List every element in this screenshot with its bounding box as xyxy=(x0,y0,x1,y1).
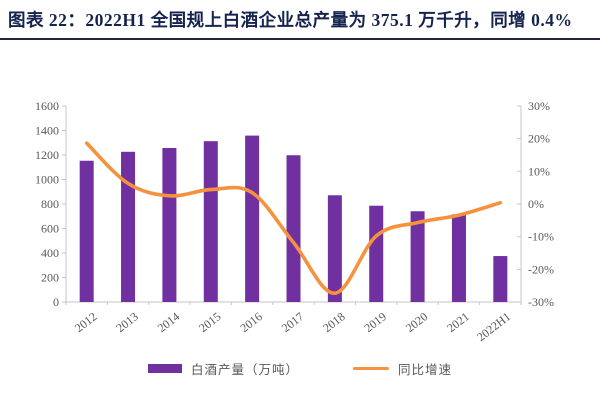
x-tick-label: 2014 xyxy=(155,309,183,335)
y-left-tick-label: 600 xyxy=(41,222,59,236)
legend-item-growth: 同比增速 xyxy=(353,359,452,378)
x-tick-label: 2017 xyxy=(279,309,307,335)
y-right-tick-label: 30% xyxy=(528,99,550,113)
y-left-tick-label: 200 xyxy=(41,271,59,285)
bar-2013 xyxy=(121,151,136,302)
bar-2014 xyxy=(162,148,177,302)
x-tick-label: 2012 xyxy=(72,309,100,335)
bar-2020 xyxy=(410,211,425,302)
bar-legend-swatch xyxy=(147,364,182,373)
bar-2018 xyxy=(327,195,342,302)
y-right-tick-label: 0% xyxy=(528,197,544,211)
line-legend-swatch xyxy=(353,366,389,371)
x-tick-label: 2020 xyxy=(403,309,431,335)
x-tick-label: 2021 xyxy=(444,309,472,335)
chart-header: 图表 22：2022H1 全国规上白酒企业总产量为 375.1 万千升，同增 0… xyxy=(0,0,600,41)
bar-2019 xyxy=(369,205,384,302)
y-left-tick-label: 1400 xyxy=(35,124,59,138)
y-right-tick-label: -20% xyxy=(528,262,554,276)
bar-legend-label: 白酒产量（万吨） xyxy=(190,363,299,377)
bar-2021 xyxy=(451,214,466,302)
x-tick-label: 2013 xyxy=(113,309,141,335)
y-left-tick-label: 800 xyxy=(41,197,59,211)
y-right-tick-label: 10% xyxy=(528,164,550,178)
chart-legend: 白酒产量（万吨） 同比增速 xyxy=(0,359,600,378)
x-tick-label: 2015 xyxy=(196,309,224,335)
x-tick-label: 2018 xyxy=(320,309,348,335)
y-left-tick-label: 0 xyxy=(53,295,59,309)
bar-2022H1 xyxy=(493,256,508,302)
y-left-tick-label: 1200 xyxy=(35,148,59,162)
bar-2016 xyxy=(245,135,260,302)
chart-title: 图表 22：2022H1 全国规上白酒企业总产量为 375.1 万千升，同增 0… xyxy=(8,10,573,30)
bar-2017 xyxy=(286,155,301,302)
bar-2012 xyxy=(79,160,94,302)
y-left-tick-label: 1000 xyxy=(35,173,59,187)
x-tick-label: 2019 xyxy=(362,309,390,335)
line-legend-label: 同比增速 xyxy=(398,363,453,377)
bar-2015 xyxy=(203,141,218,302)
legend-item-production: 白酒产量（万吨） xyxy=(147,359,299,378)
y-right-tick-label: -10% xyxy=(528,230,554,244)
y-right-tick-label: -30% xyxy=(528,295,554,309)
y-left-tick-label: 400 xyxy=(41,246,59,260)
x-tick-label: 2016 xyxy=(237,309,265,335)
growth-line xyxy=(84,141,503,295)
x-tick-label: 2022H1 xyxy=(474,309,513,344)
y-right-tick-label: 20% xyxy=(528,132,550,146)
y-left-tick-label: 1600 xyxy=(35,99,59,113)
